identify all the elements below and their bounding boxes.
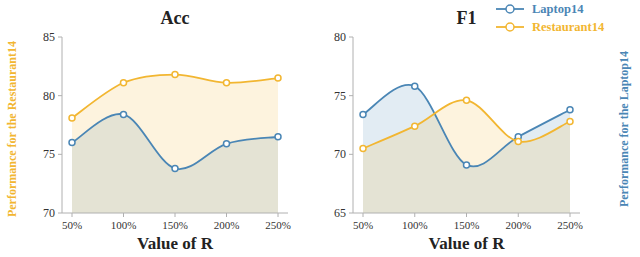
x-tick-label: 100%	[111, 219, 137, 231]
x-tick-label: 200%	[214, 219, 240, 231]
marker	[360, 145, 366, 151]
marker	[121, 80, 127, 86]
marker	[224, 80, 230, 86]
x-tick-label: 250%	[557, 219, 583, 231]
y-tick	[58, 154, 62, 155]
marker	[567, 118, 573, 124]
y-tick-label: 75	[43, 147, 55, 161]
title: Acc	[161, 8, 190, 28]
marker	[275, 75, 281, 81]
y-tick-label: 80	[43, 89, 55, 103]
x-tick	[414, 213, 415, 217]
marker	[360, 111, 366, 117]
y-tick	[58, 95, 62, 96]
marker	[464, 162, 470, 168]
legend-marker	[506, 23, 514, 31]
marker	[412, 123, 418, 129]
x-tick	[518, 213, 519, 217]
y-tick	[58, 213, 62, 214]
panel: F1 65 70 75 80 50% 100% 150% 200% 250% Value of R P…	[334, 8, 631, 253]
line	[363, 100, 570, 148]
x-tick	[278, 213, 279, 217]
figure: Acc 70 75 80 85 50% 100% 150% 200% 250% Value of R…	[0, 0, 640, 257]
y-label: Performance for the Restaurant14	[5, 41, 19, 217]
marker	[515, 138, 521, 144]
marker	[275, 134, 281, 140]
x-tick	[466, 213, 467, 217]
line	[72, 75, 278, 118]
plot-area	[360, 83, 573, 213]
marker	[121, 111, 127, 117]
legend: Laptop14 Restaurant14	[496, 2, 605, 34]
legend-label: Restaurant14	[532, 20, 605, 34]
legend-label: Laptop14	[532, 2, 584, 16]
area	[363, 100, 570, 213]
y-tick	[349, 213, 353, 214]
line	[363, 85, 570, 167]
marker	[464, 97, 470, 103]
area	[363, 85, 570, 213]
x-label: Value of R	[137, 234, 214, 253]
x-tick-label: 250%	[265, 219, 291, 231]
x-tick-label: 200%	[505, 219, 531, 231]
marker	[224, 141, 230, 147]
marker	[412, 83, 418, 89]
y-tick-label: 70	[43, 206, 55, 220]
marker	[69, 140, 75, 146]
area	[72, 75, 278, 213]
x-tick-label: 50%	[353, 219, 373, 231]
x-tick	[123, 213, 124, 217]
x-tick-label: 100%	[402, 219, 428, 231]
y-label: Performance for the Laptop14	[617, 51, 631, 207]
legend-marker	[506, 5, 514, 13]
y-tick	[349, 95, 353, 96]
y-tick	[58, 37, 62, 38]
marker	[172, 72, 178, 78]
x-tick	[570, 213, 571, 217]
x-tick-label: 150%	[162, 219, 188, 231]
x-tick	[363, 213, 364, 217]
marker	[172, 165, 178, 171]
x-tick-label: 150%	[454, 219, 480, 231]
y-tick-label: 70	[334, 147, 346, 161]
x-label: Value of R	[429, 234, 506, 253]
y-axis	[62, 37, 63, 213]
line	[72, 114, 278, 169]
y-tick	[349, 37, 353, 38]
x-tick	[72, 213, 73, 217]
plot-area	[69, 72, 281, 213]
x-tick	[175, 213, 176, 217]
x-tick	[226, 213, 227, 217]
marker	[69, 115, 75, 121]
y-tick-label: 65	[334, 206, 346, 220]
y-tick-label: 75	[334, 89, 346, 103]
y-tick	[349, 154, 353, 155]
title: F1	[457, 8, 477, 28]
marker	[567, 107, 573, 113]
y-tick-label: 80	[334, 30, 346, 44]
y-tick-label: 85	[43, 30, 55, 44]
panel: Acc 70 75 80 85 50% 100% 150% 200% 250% Value of R…	[5, 8, 291, 253]
x-tick-label: 50%	[62, 219, 82, 231]
y-axis	[353, 37, 354, 213]
